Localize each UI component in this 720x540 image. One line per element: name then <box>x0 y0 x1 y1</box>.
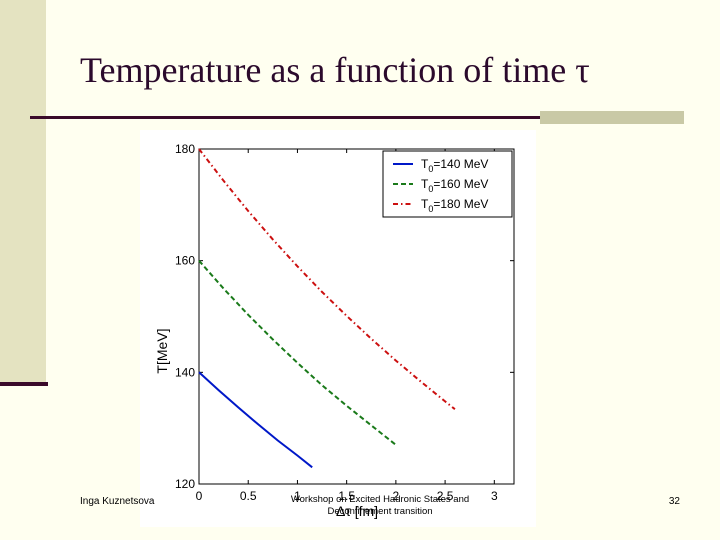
x-tick-label: 0 <box>196 489 203 503</box>
series-line-2 <box>198 260 397 446</box>
temperature-chart: 0 0.5 1 1.5 2 2.5 3 120 140 160 180 T0=140 MeV T0=1… <box>154 142 515 519</box>
decorative-sidebar <box>0 0 46 382</box>
x-tick-label: 2 <box>393 489 400 503</box>
x-tick-label: 1 <box>294 489 301 503</box>
y-tick-label: 180 <box>175 142 195 156</box>
footer-author: Inga Kuznetsova <box>80 496 155 507</box>
y-tick-label: 120 <box>175 477 195 491</box>
x-axis-label: Δτ [fm] <box>336 503 378 519</box>
x-tick-label: 0.5 <box>240 489 257 503</box>
y-tick-label: 160 <box>175 254 195 268</box>
series-line-3 <box>198 148 456 410</box>
y-tick-label: 140 <box>175 365 195 379</box>
x-tick-label: 2.5 <box>437 489 454 503</box>
legend-label-3: T0=180 MeV <box>421 197 488 214</box>
x-tick-label: 1.5 <box>338 489 355 503</box>
sidebar-accent-line <box>0 382 48 386</box>
y-axis-label: T[MeV] <box>154 328 170 373</box>
legend-label-1: T0=140 MeV <box>421 157 488 174</box>
page-number: 32 <box>668 496 680 507</box>
chart-figure: 0 0.5 1 1.5 2 2.5 3 120 140 160 180 T0=140 MeV T0=1… <box>140 130 536 527</box>
title-rule-dark <box>30 116 542 119</box>
footer-event: Workshop on Excited Hadronic States and … <box>290 494 470 517</box>
slide-title: Temperature as a function of time τ <box>80 50 590 90</box>
legend-label-2: T0=160 MeV <box>421 177 488 194</box>
series-line-1 <box>198 371 313 469</box>
title-rule-light <box>540 111 684 124</box>
x-tick-label: 3 <box>491 489 498 503</box>
